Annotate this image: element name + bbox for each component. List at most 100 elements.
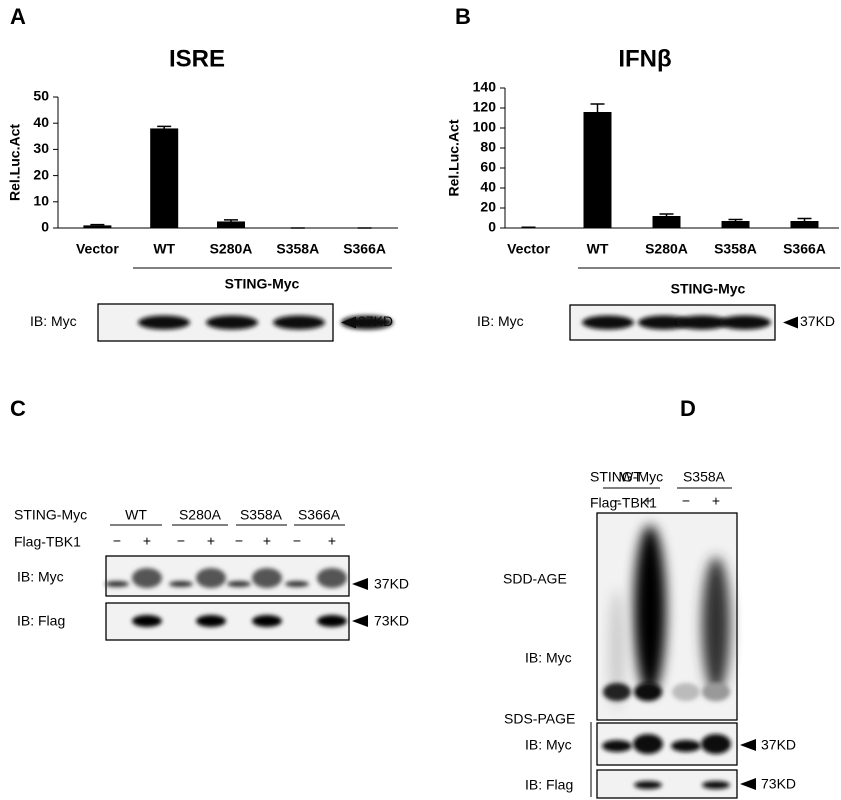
error-bar bbox=[157, 125, 172, 129]
error-bar bbox=[590, 103, 605, 112]
band bbox=[227, 581, 251, 587]
sign: + bbox=[328, 533, 336, 549]
lane-label: WT bbox=[620, 469, 642, 485]
smear bbox=[609, 590, 625, 710]
x-tick-label: S358A bbox=[276, 241, 319, 257]
size-marker: 73KD bbox=[761, 776, 796, 792]
x-tick-label: S280A bbox=[210, 241, 253, 257]
bar bbox=[83, 225, 112, 228]
band bbox=[634, 683, 662, 701]
band bbox=[602, 740, 632, 752]
row-label: STING-Myc bbox=[14, 507, 87, 523]
sign: + bbox=[644, 493, 652, 509]
band bbox=[582, 315, 634, 330]
blot-label: IB: Myc bbox=[17, 569, 64, 585]
x-tick-label: S358A bbox=[714, 241, 757, 257]
bar bbox=[150, 128, 179, 228]
bar bbox=[790, 221, 819, 228]
error-bar bbox=[797, 217, 812, 221]
smear bbox=[702, 557, 730, 693]
band bbox=[672, 683, 700, 701]
blot-label: IB: Myc bbox=[525, 650, 572, 666]
band bbox=[132, 615, 162, 627]
chart-title: IFNβ bbox=[618, 45, 671, 72]
blot-label: IB: Myc bbox=[477, 313, 524, 329]
lane-label: S366A bbox=[298, 507, 341, 523]
band bbox=[701, 734, 731, 754]
band bbox=[317, 568, 347, 588]
blot-label: IB: Myc bbox=[525, 737, 572, 753]
lane-label: S280A bbox=[179, 507, 222, 523]
band bbox=[169, 581, 193, 587]
x-tick-label: S280A bbox=[645, 241, 688, 257]
sign: + bbox=[207, 533, 215, 549]
panel-letter: B bbox=[455, 4, 471, 29]
band bbox=[105, 581, 129, 587]
band bbox=[702, 683, 730, 701]
y-tick-label: 120 bbox=[473, 99, 497, 115]
lane-label: S358A bbox=[683, 469, 726, 485]
arrow bbox=[352, 615, 368, 627]
band bbox=[638, 315, 690, 330]
band bbox=[317, 615, 347, 627]
blot-label: SDD-AGE bbox=[503, 571, 567, 587]
bar bbox=[217, 221, 245, 228]
y-tick-label: 50 bbox=[33, 88, 49, 104]
bands bbox=[602, 525, 731, 789]
sign: − bbox=[113, 533, 121, 549]
sign: + bbox=[712, 493, 720, 509]
y-tick-label: 0 bbox=[41, 219, 49, 235]
error-bar bbox=[224, 219, 238, 222]
sign: + bbox=[263, 533, 271, 549]
band bbox=[285, 581, 309, 587]
panel-letter: A bbox=[10, 4, 26, 29]
sign: − bbox=[293, 533, 301, 549]
band bbox=[252, 568, 282, 588]
band bbox=[603, 683, 631, 701]
size-marker: 37KD bbox=[374, 576, 409, 592]
size-marker: 73KD bbox=[374, 613, 409, 629]
x-tick-label: Vector bbox=[76, 241, 119, 257]
x-tick-label: Vector bbox=[507, 241, 550, 257]
sign: − bbox=[177, 533, 185, 549]
y-axis-label: Rel.Luc.Act bbox=[7, 124, 23, 201]
group-label: STING-Myc bbox=[225, 276, 300, 292]
blot-label: SDS-PAGE bbox=[504, 711, 575, 727]
band bbox=[634, 781, 662, 789]
band bbox=[633, 734, 663, 754]
y-tick-label: 100 bbox=[473, 119, 497, 135]
x-tick-label: WT bbox=[153, 241, 175, 257]
arrow bbox=[352, 578, 368, 590]
error-bar bbox=[659, 213, 674, 216]
y-tick-label: 60 bbox=[480, 159, 496, 175]
band bbox=[196, 615, 226, 627]
error-bar bbox=[90, 223, 105, 226]
bar bbox=[652, 216, 681, 228]
error-bar bbox=[728, 218, 743, 221]
bar bbox=[583, 112, 612, 228]
y-tick-label: 20 bbox=[480, 199, 496, 215]
arrow bbox=[740, 739, 756, 751]
x-tick-label: S366A bbox=[343, 241, 386, 257]
blot-label: IB: Myc bbox=[30, 313, 77, 329]
lane-label: WT bbox=[125, 507, 147, 523]
panel-letter: D bbox=[680, 396, 696, 421]
arrow bbox=[740, 778, 756, 790]
y-tick-label: 20 bbox=[33, 166, 49, 182]
smear bbox=[634, 525, 666, 695]
y-tick-label: 40 bbox=[480, 179, 496, 195]
sign: − bbox=[235, 533, 243, 549]
bar bbox=[721, 221, 750, 228]
band bbox=[132, 568, 162, 588]
chart-title: ISRE bbox=[169, 45, 225, 72]
size-marker: 37KD bbox=[761, 737, 796, 753]
panel-letter: C bbox=[10, 396, 26, 421]
signs: − + − + bbox=[613, 493, 720, 509]
band bbox=[196, 568, 226, 588]
sign: − bbox=[682, 493, 690, 509]
band bbox=[252, 615, 282, 627]
bands bbox=[105, 568, 347, 627]
y-tick-label: 0 bbox=[488, 219, 496, 235]
band bbox=[138, 315, 190, 330]
